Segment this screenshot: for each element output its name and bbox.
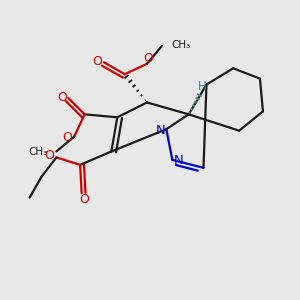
Text: N: N <box>173 154 183 167</box>
Text: O: O <box>62 131 72 144</box>
Text: O: O <box>144 52 154 65</box>
Text: N: N <box>156 124 166 137</box>
Text: O: O <box>92 55 102 68</box>
Text: H: H <box>198 80 206 93</box>
Text: O: O <box>44 149 54 162</box>
Text: O: O <box>57 91 67 103</box>
Text: CH₃: CH₃ <box>28 147 47 158</box>
Text: CH₃: CH₃ <box>171 40 191 50</box>
Text: O: O <box>80 193 89 206</box>
